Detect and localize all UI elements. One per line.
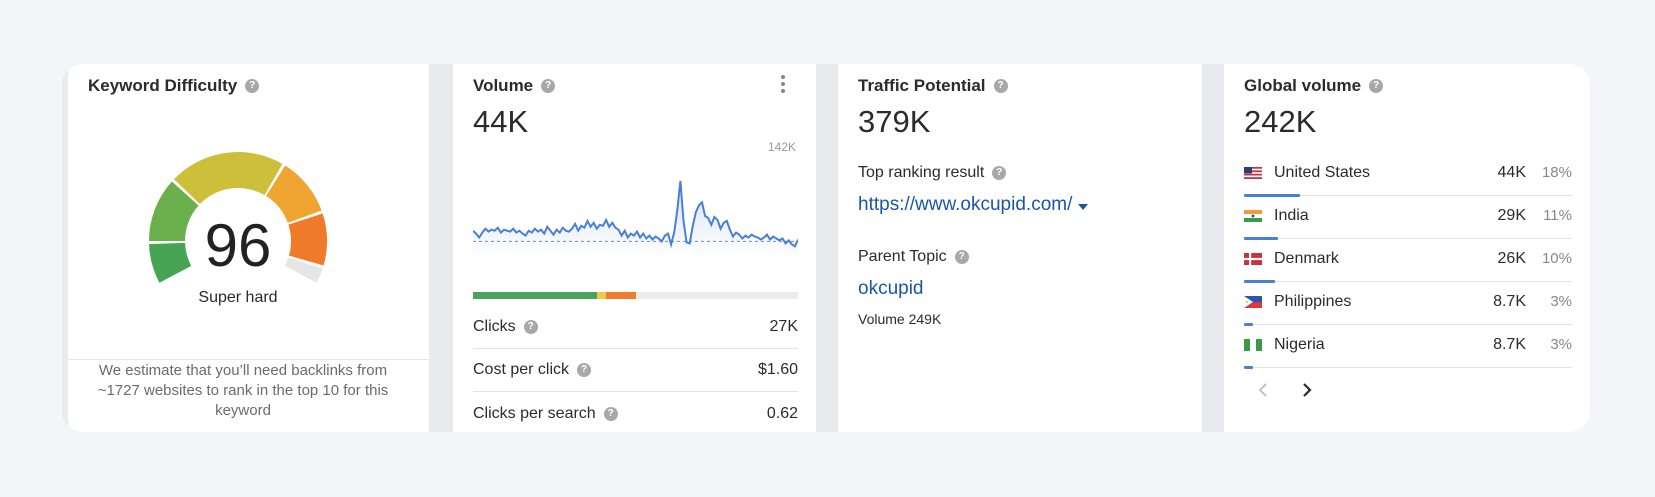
search-volume-value: 44K: [473, 104, 529, 139]
cost-per-click-value: $1.60: [757, 361, 798, 378]
country-name: Philippines: [1274, 293, 1352, 310]
clicks-label: Clicks: [473, 318, 516, 335]
country-share-percent: 18%: [1541, 164, 1572, 181]
clicks-per-search-value: 0.62: [766, 404, 798, 422]
gauge-remaining-segment: [284, 257, 323, 283]
metrics-overview-panel: Keyword Difficulty ? 96 Super hard We es…: [62, 64, 1590, 432]
clicks-per-search-row: Clicks per search? 0.62: [473, 392, 798, 432]
country-volume: 44K: [1497, 164, 1526, 181]
gauge-segment: [266, 165, 322, 223]
country-share-bar: [1244, 237, 1279, 240]
cost-per-click-row: Cost per click? $1.60: [473, 349, 798, 392]
traffic-potential-title: Traffic Potential ?: [858, 76, 1008, 96]
gauge-segment: [149, 242, 192, 283]
chevron-right-icon[interactable]: [1300, 382, 1314, 398]
help-icon[interactable]: ?: [954, 250, 969, 264]
paid-clicks-segment: [596, 292, 607, 299]
chevron-left-icon[interactable]: [1256, 382, 1270, 398]
country-name: United States: [1274, 164, 1371, 181]
traffic-potential-title-text: Traffic Potential: [858, 76, 986, 95]
divider: [68, 359, 429, 360]
traffic-potential-card: Traffic Potential ? 379K Top ranking res…: [838, 64, 1202, 432]
traffic-potential-value: 379K: [858, 104, 931, 139]
country-row-nigeria[interactable]: Nigeria 8.7K 3%: [1244, 325, 1572, 369]
country-share-percent: 10%: [1541, 250, 1572, 267]
volume-title: Volume ?: [473, 76, 556, 96]
parent-topic-volume: Volume 249K: [858, 311, 942, 327]
country-share-percent: 3%: [1550, 336, 1572, 353]
caret-down-icon[interactable]: [1078, 204, 1089, 210]
help-icon[interactable]: ?: [603, 406, 618, 421]
top-ranking-result-link[interactable]: https://www.okcupid.com/: [858, 194, 1089, 216]
us-flag-icon: [1244, 167, 1262, 179]
country-name: Nigeria: [1274, 336, 1325, 353]
top-ranking-result-label-text: Top ranking result: [858, 164, 985, 181]
country-share-bar: [1244, 366, 1254, 369]
country-row-india[interactable]: India 29K 11%: [1244, 196, 1572, 240]
volume-trend-chart[interactable]: [473, 164, 798, 264]
help-icon[interactable]: ?: [541, 79, 556, 93]
organic-clicks-segment: [473, 292, 597, 299]
chart-max-label: 142K: [767, 140, 796, 154]
india-flag-icon: [1244, 210, 1262, 222]
difficulty-score: 96: [204, 212, 272, 279]
country-name: Denmark: [1274, 250, 1339, 267]
country-share-percent: 11%: [1543, 207, 1572, 224]
global-volume-value: 242K: [1244, 104, 1317, 139]
country-share-bar: [1244, 194, 1300, 197]
country-volume: 8.7K: [1493, 293, 1526, 310]
nigeria-flag-icon: [1244, 339, 1262, 351]
philippines-flag-icon: [1244, 296, 1262, 308]
volume-title-text: Volume: [473, 76, 534, 95]
country-row-united-states[interactable]: United States 44K 18%: [1244, 153, 1572, 197]
country-share-bar: [1244, 280, 1275, 283]
global-volume-title-text: Global volume: [1244, 76, 1362, 95]
gauge-segment: [149, 181, 199, 241]
country-name: India: [1274, 207, 1309, 224]
keyword-difficulty-title: Keyword Difficulty ?: [88, 76, 260, 96]
clicks-value: 27K: [769, 318, 798, 335]
clicks-per-search-label: Clicks per search: [473, 404, 596, 422]
parent-topic-label: Parent Topic ?: [858, 248, 969, 266]
country-volume: 8.7K: [1493, 336, 1526, 353]
paid-clicks-segment: [606, 292, 636, 299]
keyword-difficulty-card: Keyword Difficulty ? 96 Super hard We es…: [68, 64, 429, 432]
help-icon[interactable]: ?: [992, 166, 1007, 180]
gauge-segment: [173, 152, 283, 205]
top-ranking-result-url: https://www.okcupid.com/: [858, 194, 1073, 215]
keyword-difficulty-title-text: Keyword Difficulty: [88, 76, 238, 95]
country-volume: 29K: [1497, 207, 1526, 224]
volume-line: [473, 180, 798, 249]
clicks-distribution-bar[interactable]: [473, 292, 798, 299]
global-volume-title: Global volume ?: [1244, 76, 1384, 96]
backlinks-estimate-note: We estimate that you’ll need backlinks f…: [97, 362, 389, 419]
global-volume-card: Global volume ? 242K United States 44K 1…: [1224, 64, 1590, 432]
difficulty-level: Super hard: [198, 289, 278, 306]
country-share-percent: 3%: [1550, 293, 1572, 310]
help-icon[interactable]: ?: [993, 79, 1008, 93]
help-icon[interactable]: ?: [577, 363, 592, 377]
top-ranking-result-label: Top ranking result ?: [858, 164, 1007, 182]
volume-area: [473, 180, 798, 260]
parent-topic-label-text: Parent Topic: [858, 248, 947, 265]
clicks-row: Clicks? 27K: [473, 306, 798, 349]
help-icon[interactable]: ?: [523, 320, 538, 334]
gauge-segment: [288, 213, 327, 266]
volume-card: Volume ? 44K 142K Clicks? 27K: [453, 64, 816, 432]
difficulty-gauge: [149, 152, 327, 283]
help-icon[interactable]: ?: [1369, 79, 1384, 93]
country-share-bar: [1244, 323, 1254, 326]
country-row-philippines[interactable]: Philippines 8.7K 3%: [1244, 282, 1572, 326]
parent-topic-link[interactable]: okcupid: [858, 278, 924, 299]
country-row-denmark[interactable]: Denmark 26K 10%: [1244, 239, 1572, 283]
help-icon[interactable]: ?: [245, 79, 260, 93]
country-volume: 26K: [1497, 250, 1526, 267]
more-options-icon[interactable]: [780, 75, 786, 96]
cost-per-click-label: Cost per click: [473, 361, 570, 378]
denmark-flag-icon: [1244, 253, 1262, 265]
